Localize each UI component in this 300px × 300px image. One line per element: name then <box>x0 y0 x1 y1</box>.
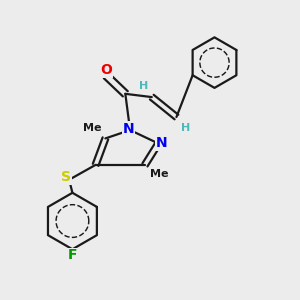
Text: N: N <box>123 122 134 136</box>
Text: H: H <box>181 123 190 133</box>
Text: O: O <box>100 63 112 77</box>
Text: Me: Me <box>83 123 101 133</box>
Text: S: S <box>61 170 71 184</box>
Text: H: H <box>139 81 148 91</box>
Text: F: F <box>68 248 77 262</box>
Text: Me: Me <box>150 169 169 179</box>
Text: N: N <box>155 136 167 151</box>
